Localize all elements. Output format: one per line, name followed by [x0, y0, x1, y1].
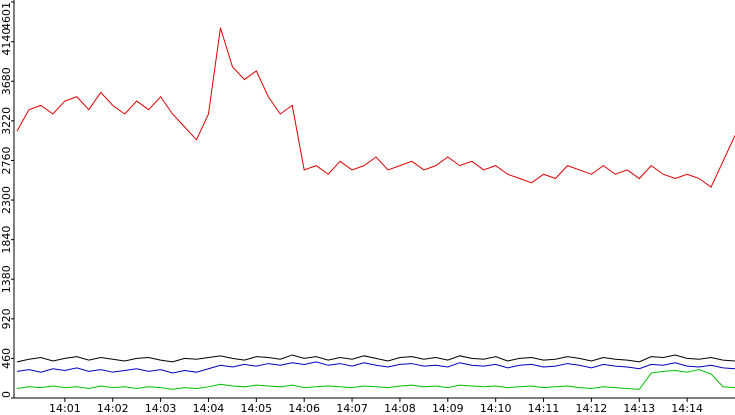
x-tick-label: 14:03 [145, 402, 177, 415]
x-tick-label: 14:08 [384, 402, 416, 415]
y-tick-label: 920 [0, 308, 13, 329]
y-tick-label: 1840 [0, 226, 13, 254]
series-line [16, 361, 735, 374]
y-tick-label: 3220 [0, 107, 13, 135]
y-tick-label: 460 [0, 348, 13, 369]
x-tick-label: 14:05 [240, 402, 272, 415]
x-tick-label: 14:12 [576, 402, 608, 415]
x-tick-label: 14:06 [288, 402, 320, 415]
x-tick-label: 14:02 [97, 402, 129, 415]
x-tick-label: 14:10 [480, 402, 512, 415]
series-line [16, 354, 735, 363]
y-tick-label: 4601 [0, 2, 13, 30]
y-tick-label: 1380 [0, 265, 13, 293]
y-tick-label: 2300 [0, 186, 13, 214]
x-tick-label: 14:07 [336, 402, 368, 415]
x-tick-label: 14:11 [528, 402, 560, 415]
y-tick-label: 3680 [0, 67, 13, 95]
x-tick-label: 14:01 [49, 402, 81, 415]
x-tick-label: 14:04 [193, 402, 225, 415]
x-tick-label: 14:13 [623, 402, 655, 415]
y-tick-label: 4140 [0, 28, 13, 56]
x-tick-label: 14:14 [671, 402, 703, 415]
series-line [16, 369, 735, 390]
x-tick-label: 14:09 [432, 402, 464, 415]
y-tick-label: 2760 [0, 146, 13, 174]
y-tick-label: 0 [0, 391, 13, 398]
series-line [16, 27, 735, 188]
